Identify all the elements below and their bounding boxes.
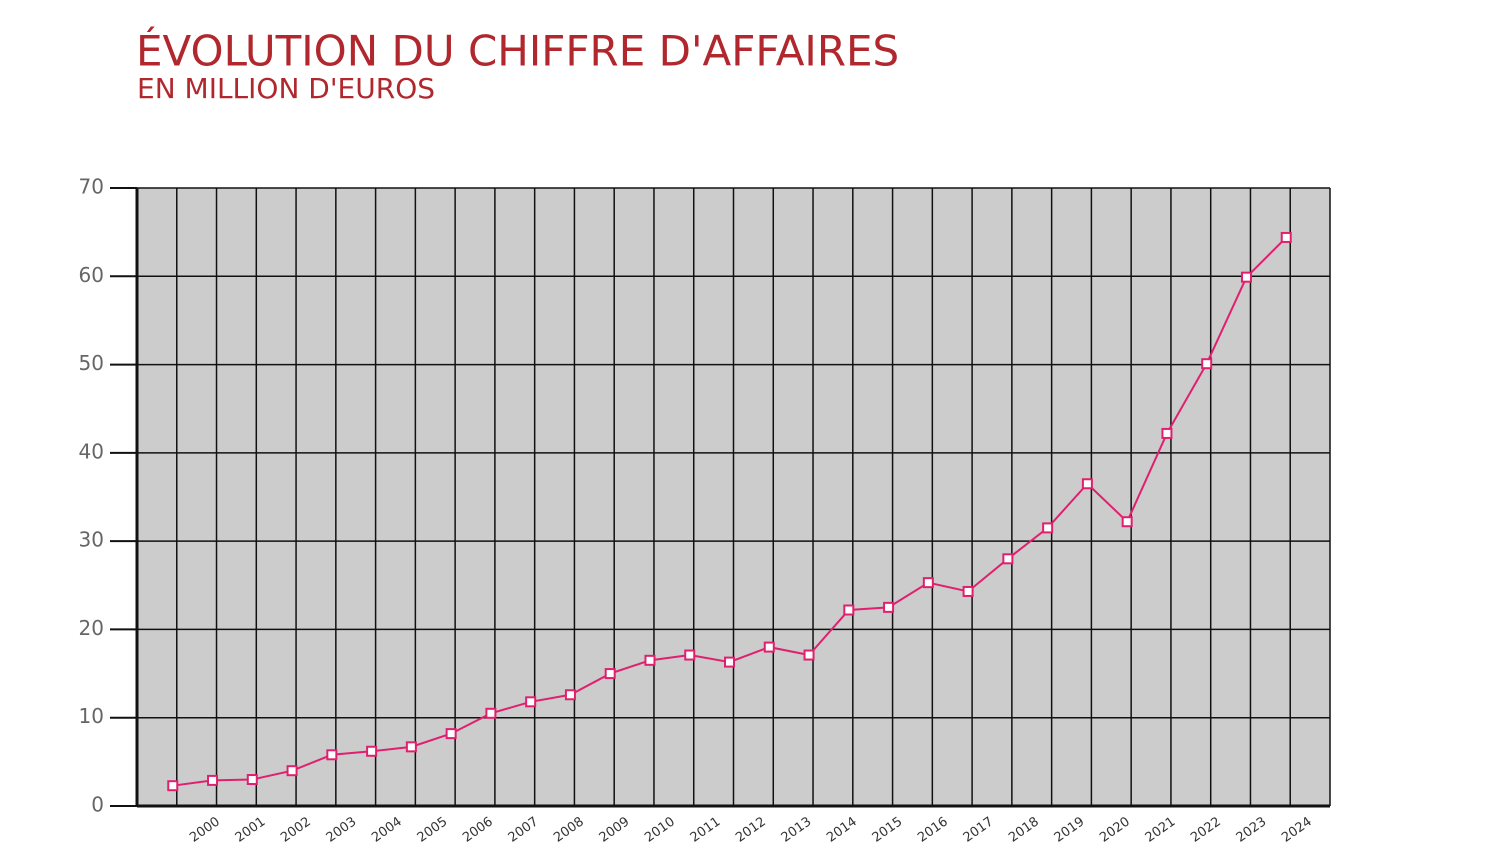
x-tick-label: 2017 [961, 814, 997, 845]
x-tick-label: 2010 [642, 814, 678, 845]
point [326, 749, 338, 761]
x-tick-label: 2022 [1188, 814, 1224, 845]
y-tick-label: 60 [79, 263, 104, 287]
point [922, 577, 934, 589]
y-tick-label: 0 [91, 793, 104, 817]
point [724, 656, 735, 668]
point [684, 649, 696, 661]
x-tick-label: 2009 [597, 814, 633, 845]
point [445, 728, 457, 740]
point [525, 696, 537, 708]
x-tick-label: 2001 [233, 814, 269, 845]
x-tick-label: 2006 [460, 814, 496, 845]
x-tick-label: 2008 [551, 814, 587, 845]
point [644, 654, 656, 666]
point [1240, 271, 1252, 283]
point [1280, 231, 1292, 243]
point [1002, 553, 1014, 565]
x-tick-label: 2024 [1279, 814, 1315, 845]
point [604, 668, 616, 680]
y-tick-label: 30 [79, 528, 104, 552]
x-tick-label: 2004 [369, 814, 405, 845]
point [962, 585, 974, 597]
y-tick-label: 70 [79, 175, 104, 199]
x-tick-label: 2019 [1052, 814, 1088, 845]
x-tick-label: 2020 [1097, 814, 1133, 845]
x-tick-label: 2016 [915, 814, 951, 845]
y-tick-label: 50 [79, 351, 104, 375]
x-tick-label: 2015 [870, 814, 906, 845]
x-tick-label: 2007 [506, 814, 542, 845]
x-tick-label: 2014 [824, 814, 860, 845]
point [843, 604, 855, 616]
point [883, 601, 895, 613]
point [564, 689, 576, 701]
x-tick-label: 2023 [1234, 814, 1270, 845]
point [286, 765, 298, 777]
point [1081, 478, 1093, 490]
x-tick-label: 2003 [324, 814, 360, 845]
point [405, 741, 417, 753]
point [1161, 427, 1173, 439]
x-tick-label: 2013 [779, 814, 815, 845]
x-tick-label: 2000 [187, 814, 223, 845]
y-tick-label: 20 [79, 616, 104, 640]
x-tick-label: 2005 [415, 814, 451, 845]
point [803, 649, 815, 661]
x-tick-label: 2011 [688, 814, 724, 845]
x-tick-label: 2002 [278, 814, 314, 845]
point [1042, 522, 1054, 534]
y-tick-label: 40 [79, 439, 104, 463]
point [1121, 516, 1133, 528]
point [167, 780, 179, 792]
chart-title: ÉVOLUTION DU CHIFFRE D'AFFAIRES [136, 26, 899, 76]
chart-subtitle: EN MILLION D'EUROS [137, 72, 435, 105]
x-tick-label: 2012 [733, 814, 769, 845]
point [366, 745, 378, 757]
point [1201, 358, 1213, 370]
point [763, 641, 775, 653]
point [207, 774, 219, 786]
point [485, 707, 497, 719]
x-tick-label: 2021 [1143, 814, 1179, 845]
x-tick-label: 2018 [1006, 814, 1042, 845]
y-tick-label: 10 [79, 704, 104, 728]
point [246, 774, 258, 786]
